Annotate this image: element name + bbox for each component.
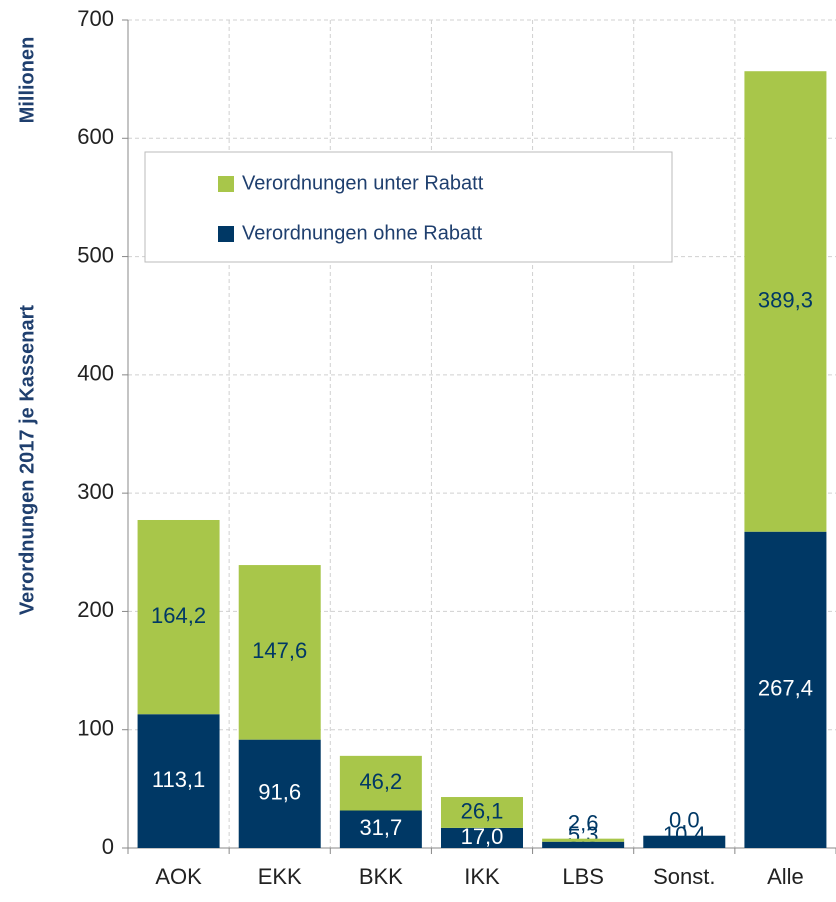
bar-segment xyxy=(744,531,827,848)
value-label: 0,0 xyxy=(669,808,700,833)
bar-segment xyxy=(339,755,422,811)
bar-segment xyxy=(542,841,625,848)
value-label: 5,3 xyxy=(568,822,599,847)
y-tick-label: 400 xyxy=(77,361,114,386)
value-label: 147,6 xyxy=(252,638,307,663)
y-tick-label: 100 xyxy=(77,716,114,741)
x-tick-label: IKK xyxy=(464,864,500,889)
value-label: 10,4 xyxy=(663,822,706,847)
x-tick-label: Alle xyxy=(767,864,804,889)
y-tick-label: 200 xyxy=(77,597,114,622)
x-tick-label: Sonst. xyxy=(653,864,715,889)
y-tick-label: 0 xyxy=(102,834,114,859)
value-label: 2,6 xyxy=(568,810,599,835)
bar-segment xyxy=(441,827,523,848)
value-label: 164,2 xyxy=(151,603,206,628)
legend-swatch xyxy=(218,226,234,242)
bar-segment xyxy=(238,565,321,740)
x-tick-label: EKK xyxy=(258,864,302,889)
legend-label: Verordnungen unter Rabatt xyxy=(242,172,484,194)
x-tick-label: BKK xyxy=(359,864,403,889)
legend-swatch xyxy=(218,176,234,192)
x-tick-label: AOK xyxy=(155,864,202,889)
value-label: 389,3 xyxy=(758,287,813,312)
bar-segment xyxy=(238,739,321,848)
value-label: 113,1 xyxy=(152,767,205,792)
y-tick-label: 300 xyxy=(77,479,114,504)
value-label: 17,0 xyxy=(461,824,504,849)
value-label: 91,6 xyxy=(258,780,301,805)
bar-segment xyxy=(339,810,422,848)
y-tick-label: 500 xyxy=(77,242,114,267)
legend-box xyxy=(144,151,673,263)
x-tick-label: LBS xyxy=(562,864,604,889)
bar-segment xyxy=(137,714,220,848)
value-label: 31,7 xyxy=(359,815,402,840)
y-tick-label: 700 xyxy=(77,6,114,31)
bar-segment xyxy=(643,835,726,848)
y-axis-title: Verordnungen 2017 je Kassenart xyxy=(16,305,38,615)
bar-segment xyxy=(744,71,827,532)
value-label: 26,1 xyxy=(461,798,504,823)
bar-segment xyxy=(441,797,523,828)
y-axis-unit: Millionen xyxy=(16,37,38,124)
y-tick-label: 600 xyxy=(77,124,114,149)
bar-segment xyxy=(137,519,220,715)
value-label: 46,2 xyxy=(359,769,402,794)
legend-label: Verordnungen ohne Rabatt xyxy=(242,222,483,244)
bar-segment xyxy=(542,838,625,842)
value-label: 267,4 xyxy=(758,676,813,701)
